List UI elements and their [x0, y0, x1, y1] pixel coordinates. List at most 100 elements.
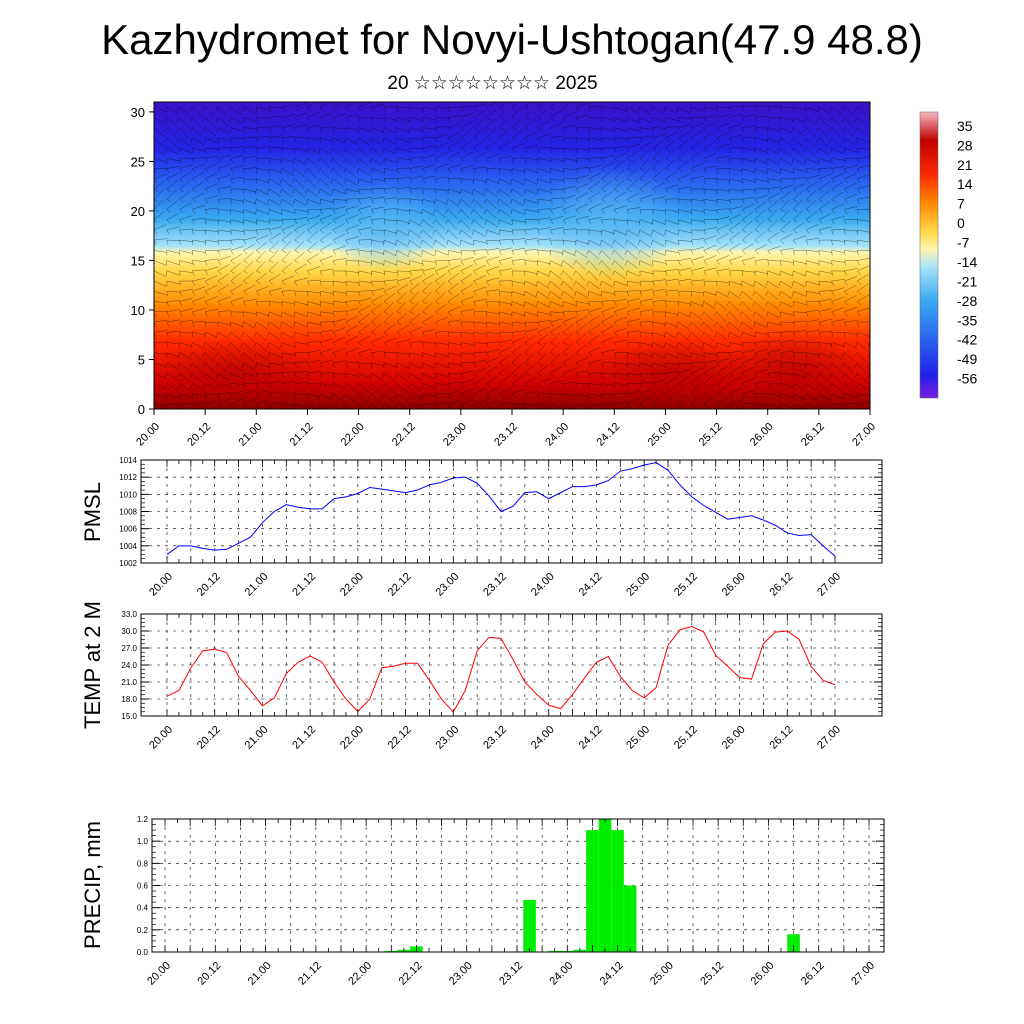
pmsl-xtick-label: 22.12 — [386, 571, 414, 599]
cold-anomaly-1 — [324, 182, 444, 272]
precip-bar — [611, 830, 624, 952]
precip-panel: 0.0 0.2 0.4 0.6 0.8 1.0 1.2 20.00 20.12 21.00 21.1… — [80, 815, 885, 988]
temp-xtick-label: 21.12 — [290, 724, 318, 752]
temp-xtick-label: 20.12 — [195, 724, 223, 752]
temp-xtick-label: 23.00 — [433, 724, 461, 752]
colorbar-label: 0 — [957, 215, 965, 231]
precip-xtick-label: 26.00 — [749, 960, 777, 988]
pmsl-xtick-label: 22.00 — [338, 571, 366, 599]
pmsl-ylabel: PMSL — [80, 482, 105, 542]
heatmap-field — [154, 102, 870, 409]
temp-xtick-label: 27.00 — [815, 724, 843, 752]
temp-xtick-label: 22.00 — [338, 724, 366, 752]
precip-xtick-label: 27.00 — [849, 960, 877, 988]
precip-xtick-label: 26.12 — [799, 960, 827, 988]
precip-xtick-label: 21.00 — [246, 960, 274, 988]
temp-ytick-label: 21.0 — [121, 678, 137, 687]
cold-anomaly-2 — [529, 167, 689, 277]
temp-xtick-label: 23.12 — [481, 724, 509, 752]
pmsl-ytick-label: 1012 — [119, 473, 137, 482]
heatmap-xtick-label: 27.00 — [850, 421, 878, 449]
pmsl-xtick-label: 20.12 — [195, 571, 223, 599]
heatmap-ytick-label: 15 — [131, 253, 145, 268]
heatmap-xtick-label: 25.12 — [697, 421, 725, 449]
heatmap-xtick-label: 23.12 — [492, 421, 520, 449]
pmsl-xtick-label: 21.12 — [290, 571, 318, 599]
pmsl-ytick-label: 1006 — [119, 525, 137, 534]
temp-ytick-label: 18.0 — [121, 695, 137, 704]
temp-series-line — [166, 625, 836, 713]
heatmap-xtick-label: 20.12 — [185, 421, 213, 449]
temp-ytick-label: 30.0 — [121, 627, 137, 636]
heatmap-ytick-label: 25 — [131, 154, 145, 169]
precip-xtick-label: 25.00 — [648, 960, 676, 988]
pmsl-xtick-label: 25.12 — [672, 571, 700, 599]
heatmap-ytick-label: 5 — [138, 352, 145, 367]
heatmap-xtick-label: 24.12 — [594, 421, 622, 449]
colorbar-label: 28 — [957, 137, 973, 153]
heatmap-xtick-label: 21.12 — [288, 421, 316, 449]
colorbar-gradient — [919, 111, 939, 399]
colorbar-label: 7 — [957, 196, 965, 212]
temp-xtick-label: 24.00 — [529, 724, 557, 752]
temp-ytick-label: 15.0 — [121, 712, 137, 721]
wind-barb-paths — [154, 102, 870, 409]
pmsl-ytick-label: 1002 — [119, 559, 137, 568]
warm-anomaly-1 — [154, 339, 324, 409]
heatmap-ytick-label: 10 — [131, 303, 145, 318]
precip-ytick-label: 0.4 — [137, 904, 149, 913]
colorbar-label: 21 — [957, 157, 973, 173]
pmsl-panel: 1002 1004 1006 1008 1010 1012 1014 20.00 20.12 21… — [80, 456, 883, 599]
heatmap-xtick-label: 22.00 — [339, 421, 367, 449]
temp-ytick-label: 24.0 — [121, 661, 137, 670]
warm-anomaly-3 — [724, 329, 864, 409]
warm-anomaly-2 — [584, 339, 764, 409]
precip-xtick-label: 23.12 — [497, 960, 525, 988]
temp-ytick-label: 27.0 — [121, 644, 137, 653]
temp-panel: 15.0 18.0 21.0 24.0 27.0 30.0 33.0 20.00 20.12 21… — [80, 601, 883, 752]
precip-xtick-label: 25.12 — [698, 960, 726, 988]
precip-ytick-label: 0.0 — [137, 948, 149, 957]
pmsl-xtick-label: 24.12 — [577, 571, 605, 599]
heatmap-xtick-label: 22.12 — [390, 421, 418, 449]
colorbar-label: -28 — [957, 293, 977, 309]
pmsl-xtick-label: 26.00 — [720, 571, 748, 599]
precip-plot-area — [152, 819, 884, 952]
temp-grid — [141, 614, 882, 716]
pmsl-xtick-label: 20.00 — [147, 571, 175, 599]
pmsl-xtick-label: 25.00 — [624, 571, 652, 599]
heatmap-xtick-label: 20.00 — [134, 421, 162, 449]
pmsl-ytick-label: 1008 — [119, 508, 137, 517]
precip-ytick-label: 1.2 — [137, 815, 149, 824]
colorbar-label: -7 — [957, 235, 970, 251]
temp-xtick-label: 22.12 — [386, 724, 414, 752]
temp-xtick-label: 26.12 — [767, 724, 795, 752]
temp-xtick-label: 20.00 — [147, 724, 175, 752]
pmsl-series-line — [166, 462, 836, 557]
pmsl-ytick-label: 1004 — [119, 542, 137, 551]
heatmap-xtick-label: 23.00 — [441, 421, 469, 449]
temp-ylabel: TEMP at 2 M — [80, 601, 105, 729]
precip-bar — [787, 934, 800, 952]
precip-xtick-label: 24.12 — [598, 960, 626, 988]
heatmap-xtick-label: 24.00 — [543, 421, 571, 449]
precip-bar — [586, 830, 599, 952]
precip-bar — [623, 885, 637, 952]
temp-ytick-label: 33.0 — [121, 610, 137, 619]
pmsl-xtick-label: 24.00 — [529, 571, 557, 599]
colorbar-label: -21 — [957, 273, 977, 289]
chart-subtitle: 20 ☆☆☆☆☆☆☆☆ 2025 — [387, 73, 598, 94]
temp-xtick-label: 26.00 — [720, 724, 748, 752]
heatmap-ytick-label: 0 — [138, 402, 145, 417]
temperature-cross-section: 0 5 10 15 20 25 30 20.00 20.12 21.00 21.12 22.00 22.… — [131, 101, 878, 449]
temp-xtick-label: 24.12 — [577, 724, 605, 752]
precip-xtick-label: 21.12 — [296, 960, 324, 988]
heatmap-xtick-label: 26.12 — [799, 421, 827, 449]
pmsl-ytick-label: 1010 — [119, 490, 137, 499]
precip-bar — [523, 899, 536, 952]
precip-xtick-label: 20.00 — [145, 960, 173, 988]
precip-ytick-label: 0.2 — [137, 926, 149, 935]
pmsl-xtick-label: 21.00 — [243, 571, 271, 599]
pmsl-grid — [141, 460, 882, 563]
